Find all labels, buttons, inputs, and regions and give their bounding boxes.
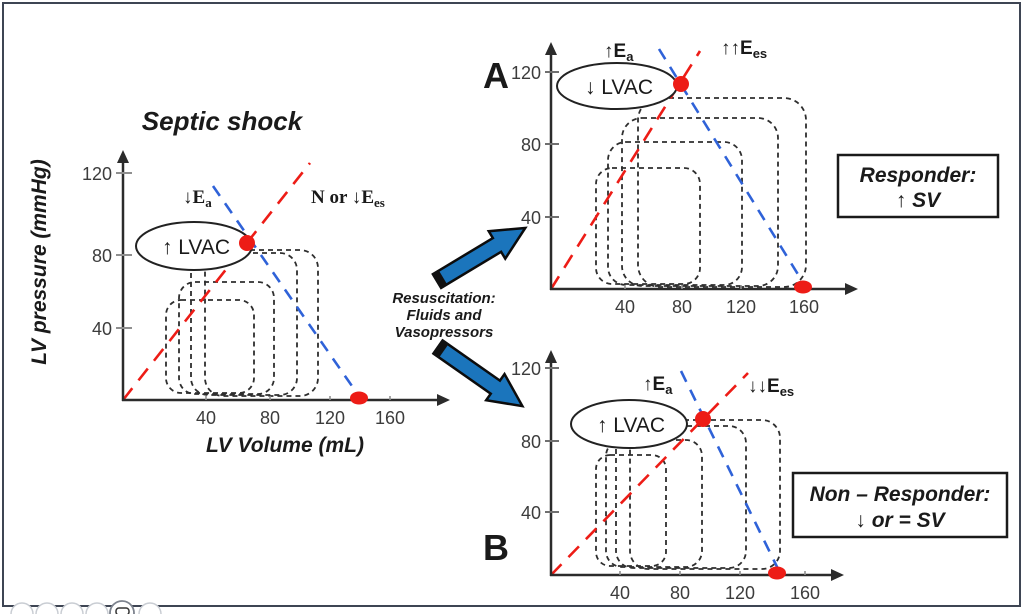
responder-box (836, 153, 1000, 219)
y-axis-arrow-icon (545, 350, 557, 363)
resuscitation-group: Resuscitation: Fluids and Vasopressors (392, 226, 528, 408)
x-tick-label: 160 (789, 297, 819, 317)
pv-loop (178, 281, 275, 395)
pv-loop (637, 97, 807, 288)
non-responder-box (791, 471, 1009, 539)
lvac-label-b: ↑ LVAC (597, 414, 665, 437)
page-share-icons[interactable] (10, 600, 162, 614)
resuscitation-label-line3: Vasopressors (395, 324, 494, 341)
y-tick-label: 80 (92, 246, 112, 266)
x-tick-label: 80 (670, 583, 690, 603)
share-icon[interactable] (138, 602, 162, 614)
x-tick-label: 80 (672, 297, 692, 317)
es-point-b (695, 411, 711, 427)
x-tickmarks-baseline (205, 396, 391, 400)
ed-point-baseline (350, 391, 368, 405)
x-tick-label: 120 (315, 408, 345, 428)
es-point-a (673, 76, 689, 92)
x-tick-label: 120 (726, 297, 756, 317)
ees-label-a: ↑↑Ees (721, 38, 767, 61)
pv-loops-a (595, 97, 807, 288)
pv-loop (165, 299, 255, 394)
resuscitation-label-line1: Resuscitation: (392, 290, 495, 307)
ea-line-b (679, 370, 783, 576)
responder-box-line2: ↑ SV (896, 189, 942, 212)
panel-b-letter: B (483, 527, 509, 568)
ees-line-baseline (121, 162, 312, 401)
pv-loop (190, 252, 298, 396)
y-tick-label: 40 (521, 208, 541, 228)
x-tick-label: 40 (610, 583, 630, 603)
ed-point-b (768, 566, 786, 580)
y-tickmarks-b (545, 367, 559, 513)
x-tickmarks-b (619, 571, 806, 575)
es-point-baseline (239, 235, 255, 251)
y-tick-label: 120 (82, 164, 112, 184)
resuscitation-label-line2: Fluids and (407, 307, 483, 324)
share-icon[interactable] (60, 602, 84, 614)
axes-b (549, 360, 834, 577)
y-tickmarks-baseline (116, 172, 132, 329)
pv-loop (607, 141, 743, 286)
panel-b: B 120 80 40 40 80 (483, 350, 1009, 603)
ea-label-baseline: ↓Ea (183, 187, 212, 210)
ea-label-b: ↑Ea (643, 374, 673, 397)
x-tick-label: 80 (260, 408, 280, 428)
x-axis-arrow-icon (831, 569, 844, 581)
responder-box-line1: Responder: (860, 164, 977, 187)
pv-loop (595, 454, 667, 567)
share-icon-glyph (115, 607, 130, 614)
arrow-to-panel-b-icon (431, 338, 525, 408)
panel-a: A 120 80 40 40 80 (483, 38, 1000, 317)
ees-label-b: ↓↓Ees (748, 376, 794, 399)
y-tick-label: 120 (511, 63, 541, 83)
x-tick-label: 160 (375, 408, 405, 428)
share-icon[interactable] (35, 602, 59, 614)
y-tickmarks-a (545, 71, 559, 218)
x-axis-arrow-icon (845, 283, 858, 295)
x-tick-label: 40 (615, 297, 635, 317)
ees-line-b (550, 372, 749, 576)
pv-loop (605, 439, 703, 568)
y-tick-label: 120 (511, 359, 541, 379)
x-tick-label: 40 (196, 408, 216, 428)
share-icon[interactable] (10, 602, 34, 614)
y-tick-label: 80 (521, 135, 541, 155)
ea-label-a: ↑Ea (604, 41, 634, 64)
pv-loop (621, 117, 779, 287)
y-axis-arrow-icon (545, 42, 557, 55)
ea-line-baseline (211, 185, 363, 400)
arrow-to-panel-a-icon (431, 226, 528, 290)
ed-point-a (794, 280, 812, 294)
ees-label-baseline: N or ↓Ees (311, 187, 385, 210)
panel-baseline: Septic shock 120 80 40 (28, 106, 450, 457)
pv-loop (595, 167, 701, 285)
axes-baseline (121, 160, 440, 402)
non-responder-box-line1: Non – Responder: (810, 483, 991, 506)
y-tick-label: 40 (521, 503, 541, 523)
y-axis-title: LV pressure (mmHg) (28, 159, 51, 364)
x-tick-label: 160 (790, 583, 820, 603)
pv-loop (204, 249, 319, 397)
lvac-label-baseline: ↑ LVAC (162, 236, 230, 259)
y-axis-arrow-icon (117, 150, 129, 163)
share-icon[interactable] (85, 602, 109, 614)
lvac-label-a: ↓ LVAC (585, 76, 653, 99)
x-axis-arrow-icon (437, 394, 450, 406)
lvac-ellipse-b (570, 399, 688, 449)
non-responder-box-line2: ↓ or = SV (855, 509, 946, 532)
pv-loops-baseline (165, 249, 319, 397)
y-tick-label: 40 (92, 319, 112, 339)
x-tick-label: 120 (725, 583, 755, 603)
y-tick-label: 80 (521, 432, 541, 452)
panel-baseline-title: Septic shock (142, 106, 304, 136)
panel-a-letter: A (483, 55, 509, 96)
x-axis-title: LV Volume (mL) (206, 434, 364, 457)
